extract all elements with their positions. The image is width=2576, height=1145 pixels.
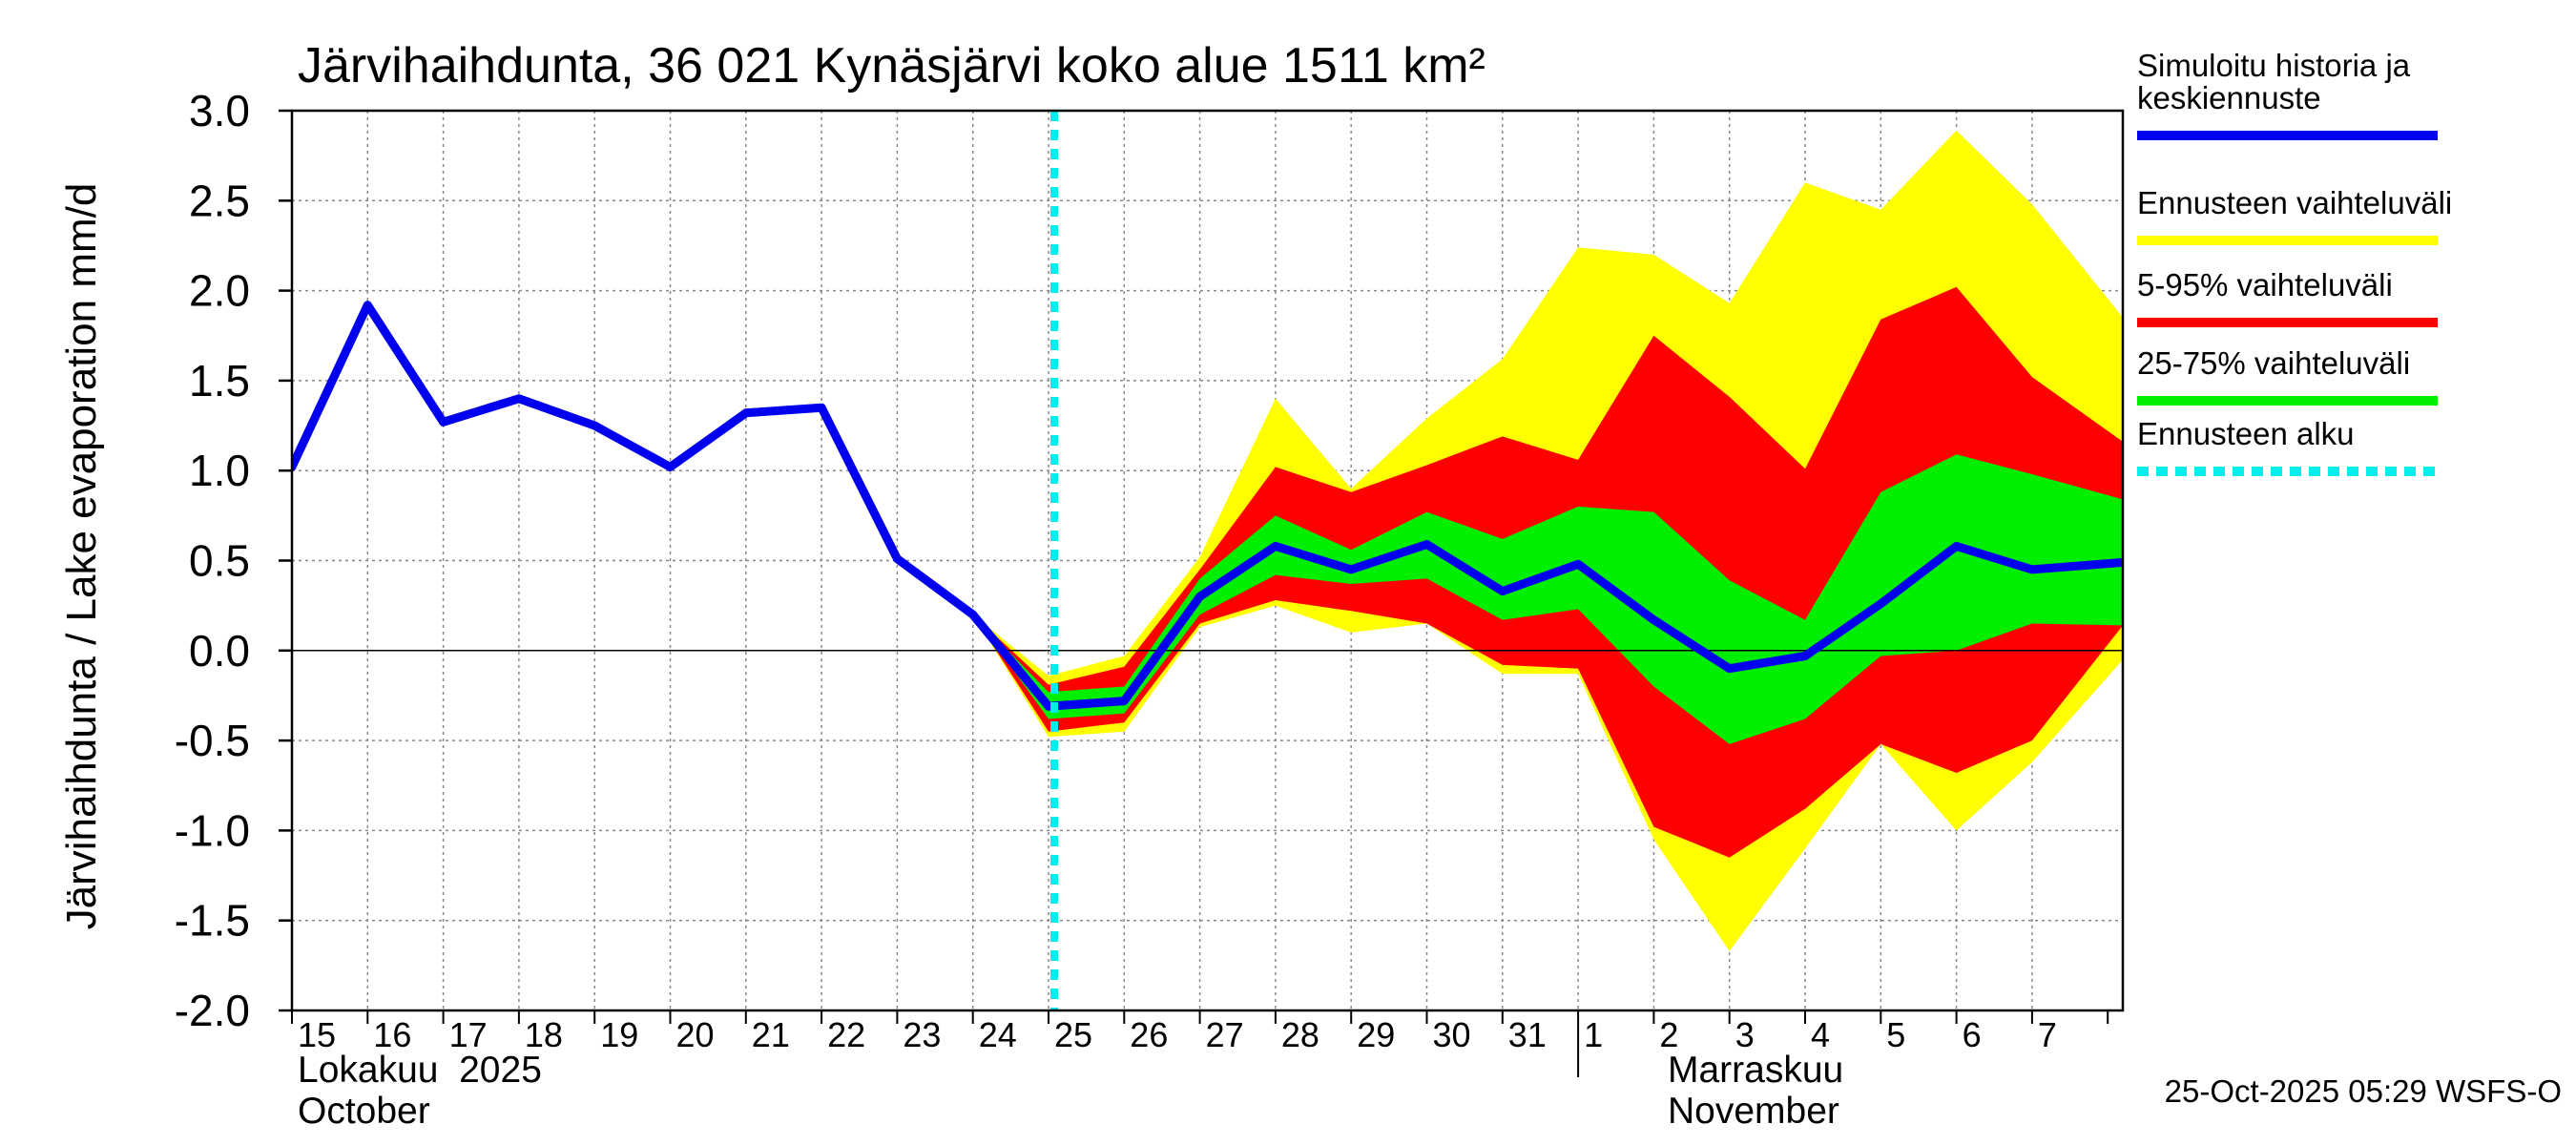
y-tick-label-1: 2.5 — [189, 176, 250, 225]
x-tick-label-16: 16 — [373, 1015, 411, 1054]
legend-label-4-0: Ennusteen alku — [2137, 416, 2355, 451]
x-tick-label-6: 6 — [1963, 1015, 1982, 1054]
y-tick-label-3: 1.5 — [189, 356, 250, 406]
y-tick-label-8: -1.0 — [175, 805, 250, 855]
chart-title: Järvihaihdunta, 36 021 Kynäsjärvi koko a… — [298, 38, 1485, 94]
x-tick-label-31: 31 — [1508, 1015, 1547, 1054]
y-tick-label-7: -0.5 — [175, 716, 250, 765]
x-tick-label-27: 27 — [1206, 1015, 1244, 1054]
x-tick-label-3: 3 — [1735, 1015, 1755, 1054]
band-25-75 — [972, 454, 2123, 744]
y-tick-label-10: -2.0 — [175, 986, 250, 1035]
y-tick-label-6: 0.0 — [189, 626, 250, 676]
y-axis-label: Järvihaihdunta / Lake evaporation mm/d — [58, 183, 105, 930]
x-tick-label-19: 19 — [600, 1015, 638, 1054]
x-tick-label-2: 2 — [1659, 1015, 1678, 1054]
plot-area — [292, 130, 2123, 951]
x-tick-label-25: 25 — [1054, 1015, 1092, 1054]
month-label-oct-fi: Lokakuu 2025 — [298, 1050, 542, 1091]
y-axis: 3.0 2.5 2.0 1.5 1.0 0.5 0.0 -0.5 -1.0 -1.5 -2.0 — [175, 86, 292, 1035]
legend-label-0-0: Simuloitu historia ja — [2137, 48, 2411, 83]
month-label-nov-fi: Marraskuu — [1668, 1050, 1843, 1091]
x-tick-label-30: 30 — [1433, 1015, 1471, 1054]
y-tick-label-9: -1.5 — [175, 896, 250, 946]
legend-item-2: 5-95% vaihteluväli — [2137, 267, 2438, 327]
x-tick-label-24: 24 — [979, 1015, 1017, 1054]
x-tick-label-22: 22 — [827, 1015, 865, 1054]
history-line — [292, 301, 2123, 711]
y-tick-label-0: 3.0 — [189, 86, 250, 135]
x-tick-label-7: 7 — [2038, 1015, 2057, 1054]
legend-label-2-0: 5-95% vaihteluväli — [2137, 267, 2393, 302]
x-tick-label-4: 4 — [1811, 1015, 1830, 1054]
x-tick-label-17: 17 — [449, 1015, 488, 1054]
legend-item-4: Ennusteen alku — [2137, 416, 2438, 476]
legend-item-1: Ennusteen vaihteluväli — [2137, 185, 2452, 245]
x-tick-label-20: 20 — [676, 1015, 715, 1054]
footer-timestamp: 25-Oct-2025 05:29 WSFS-O — [2165, 1073, 2562, 1109]
legend-item-3: 25-75% vaihteluväli — [2137, 345, 2438, 406]
y-tick-label-5: 0.5 — [189, 536, 250, 586]
x-axis: 15 16 17 18 19 20 21 22 23 24 25 26 27 28 29 30 31 1 2 3 4 5 6… — [291, 1010, 2109, 1077]
legend-label-0-1: keskiennuste — [2137, 80, 2321, 115]
y-tick-label-2: 2.0 — [189, 266, 250, 316]
x-tick-label-26: 26 — [1130, 1015, 1168, 1054]
x-tick-label-28: 28 — [1281, 1015, 1319, 1054]
month-label-nov-en: November — [1668, 1091, 1839, 1132]
x-tick-label-18: 18 — [525, 1015, 563, 1054]
x-tick-label-15: 15 — [298, 1015, 336, 1054]
x-tick-label-5: 5 — [1886, 1015, 1905, 1054]
y-tick-label-4: 1.0 — [189, 446, 250, 495]
x-tick-label-1: 1 — [1584, 1015, 1603, 1054]
x-tick-label-23: 23 — [903, 1015, 941, 1054]
legend-label-3-0: 25-75% vaihteluväli — [2137, 345, 2410, 381]
month-label-oct-en: October — [298, 1091, 430, 1132]
legend-label-1-0: Ennusteen vaihteluväli — [2137, 185, 2452, 220]
x-tick-label-21: 21 — [752, 1015, 790, 1054]
x-tick-label-29: 29 — [1357, 1015, 1395, 1054]
